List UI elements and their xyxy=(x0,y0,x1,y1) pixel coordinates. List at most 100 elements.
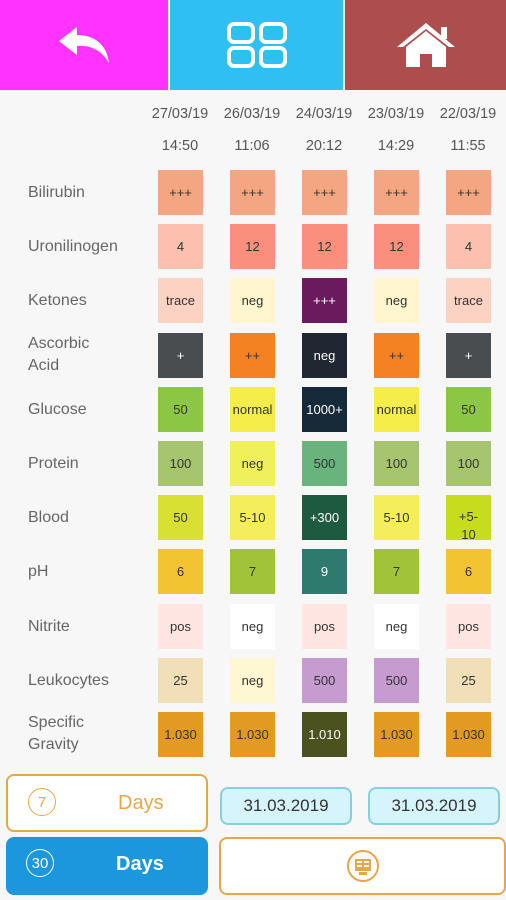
last-30-days-button[interactable]: 30 Days xyxy=(6,837,208,895)
result-cell: 50 xyxy=(158,495,203,541)
result-cell: 4 xyxy=(446,224,491,270)
row-label: Protein xyxy=(28,455,79,472)
result-cell: +++ xyxy=(230,170,275,215)
result-value: 6 xyxy=(176,564,185,580)
result-cell: +++ xyxy=(302,278,347,324)
result-cell: neg xyxy=(230,278,275,324)
row-label: Specific Gravity xyxy=(28,714,85,753)
result-value: 25 xyxy=(461,672,476,688)
row-label: Nitrite xyxy=(28,617,70,635)
row-label: Leukocytes xyxy=(28,671,109,689)
home-button[interactable] xyxy=(345,0,506,90)
column-header: 22/03/19 11:55 xyxy=(432,104,504,156)
result-cell: 6 xyxy=(158,549,203,595)
result-value: 5-10 xyxy=(383,510,410,526)
result-cell: pos xyxy=(446,603,491,649)
result-cell: trace xyxy=(446,278,491,324)
result-cell: 1000+ xyxy=(302,386,347,432)
row-label: pH xyxy=(28,563,49,581)
result-cell: 12 xyxy=(230,224,275,270)
result-value: 100 xyxy=(457,456,480,471)
result-value: normal xyxy=(376,401,417,417)
result-value: +300 xyxy=(309,510,340,526)
result-cell: 5-10 xyxy=(374,495,419,541)
result-cell: +5- 10 xyxy=(446,495,491,542)
result-cell: +++ xyxy=(158,170,203,215)
result-cell: 1.030 xyxy=(446,712,491,757)
report-icon xyxy=(346,850,379,882)
thirty-badge: 30 xyxy=(26,849,54,877)
result-value: 25 xyxy=(173,672,188,688)
result-value: neg xyxy=(313,347,336,363)
result-cell: normal xyxy=(374,386,419,432)
column-date: 26/03/19 xyxy=(223,106,281,122)
result-value: 4 xyxy=(176,239,185,255)
result-cell: 500 xyxy=(374,657,419,703)
result-cell: 100 xyxy=(374,441,419,486)
report-button[interactable] xyxy=(219,837,506,895)
last-7-days-button[interactable]: 7 Days xyxy=(6,774,208,832)
result-value: 1.030 xyxy=(452,727,485,742)
result-cell: normal xyxy=(230,386,275,432)
result-cell: +++ xyxy=(446,170,491,215)
result-value: normal xyxy=(232,401,273,417)
column-header: 23/03/19 14:29 xyxy=(360,104,432,156)
result-cell: 100 xyxy=(446,441,491,486)
result-value: 100 xyxy=(385,456,408,471)
grid-view-button[interactable] xyxy=(170,0,343,90)
result-value: 1.030 xyxy=(380,727,413,742)
date-from-field[interactable]: 31.03.2019 xyxy=(220,787,352,825)
result-cell: pos xyxy=(158,603,203,649)
result-value: 50 xyxy=(173,510,188,526)
result-value: pos xyxy=(458,618,479,634)
result-cell: neg xyxy=(374,278,419,324)
result-cell: ++ xyxy=(230,332,275,378)
result-value: 12 xyxy=(317,239,332,255)
result-cell: 500 xyxy=(302,441,347,486)
column-headers: 27/03/19 14:50 26/03/19 11:06 24/03/19 20:12 2… xyxy=(0,104,506,160)
result-cell: 4 xyxy=(158,224,203,270)
result-value: +++ xyxy=(385,185,408,200)
result-cell: + xyxy=(446,332,491,378)
result-cell: neg xyxy=(374,603,419,649)
result-value: neg xyxy=(241,618,264,634)
result-value: 50 xyxy=(173,401,188,417)
column-header: 24/03/19 20:12 xyxy=(288,104,360,156)
column-header: 26/03/19 11:06 xyxy=(216,104,288,156)
row-label: Ascorbic Acid xyxy=(28,334,90,374)
result-cell: 12 xyxy=(374,224,419,270)
result-cell: 50 xyxy=(446,386,491,432)
column-date: 23/03/19 xyxy=(367,106,425,122)
result-value: 7 xyxy=(392,564,401,580)
result-value: 6 xyxy=(464,564,473,580)
result-value: trace xyxy=(166,293,195,309)
column-header: 27/03/19 14:50 xyxy=(144,104,216,156)
result-value: +++ xyxy=(457,185,480,200)
result-value: pos xyxy=(314,618,335,634)
row-label: Bilirubin xyxy=(28,184,85,201)
date-to-field[interactable]: 31.03.2019 xyxy=(368,787,500,825)
result-value: ++ xyxy=(244,347,261,363)
result-cell: 1.010 xyxy=(302,712,347,757)
result-cell: neg xyxy=(230,441,275,486)
result-value: +++ xyxy=(313,185,336,200)
result-cell: 6 xyxy=(446,549,491,595)
row-label: Uronilinogen xyxy=(28,238,118,256)
back-button[interactable] xyxy=(0,0,168,90)
result-value: + xyxy=(464,347,473,363)
result-cell: +++ xyxy=(374,170,419,215)
column-date: 22/03/19 xyxy=(439,106,497,122)
result-cell: 25 xyxy=(446,657,491,703)
result-cell: 7 xyxy=(374,549,419,595)
result-cell: +300 xyxy=(302,495,347,541)
result-value: neg xyxy=(241,672,264,688)
result-value: neg xyxy=(241,456,264,471)
column-time: 20:12 xyxy=(305,138,343,154)
result-value: 500 xyxy=(313,456,336,471)
column-time: 14:29 xyxy=(377,138,415,154)
result-cell: 500 xyxy=(302,657,347,703)
result-value: neg xyxy=(385,618,408,634)
grid-icon xyxy=(226,22,287,68)
column-date: 27/03/19 xyxy=(151,106,209,122)
result-value: 5-10 xyxy=(239,510,266,526)
